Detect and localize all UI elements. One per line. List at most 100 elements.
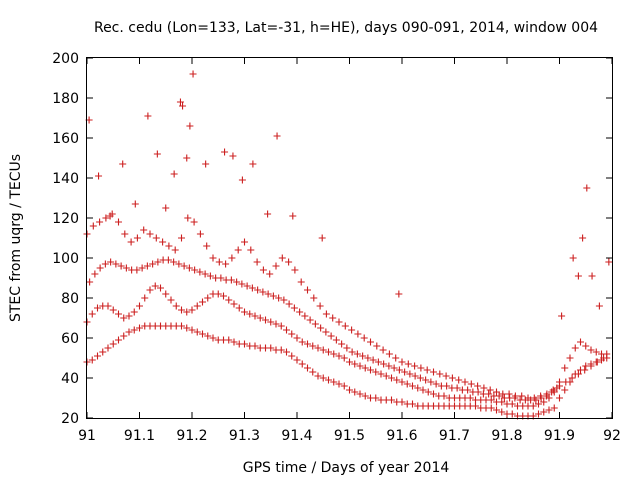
data-point-marker: [354, 330, 362, 338]
data-point-marker: [94, 352, 101, 360]
data-point-marker: [293, 356, 301, 364]
data-point-marker: [136, 302, 143, 310]
data-point-marker: [140, 226, 148, 234]
data-point-marker: [422, 376, 430, 384]
data-point-marker: [592, 348, 600, 356]
data-point-marker: [398, 358, 406, 366]
data-point-marker: [327, 332, 335, 340]
data-point-marker: [283, 326, 290, 334]
data-point-marker: [566, 354, 574, 362]
axis-ticks: 91 91.1 91.2 91.3 91.4 91.5 91.6 91.7 91.8 91.9 92…: [52, 51, 621, 444]
data-point-marker: [561, 364, 569, 372]
data-point-marker: [453, 384, 461, 392]
data-point-marker: [296, 308, 304, 316]
data-point-marker: [115, 310, 122, 318]
data-point-marker: [209, 254, 217, 262]
data-point-marker: [89, 222, 97, 230]
x-tick-label: 91.5: [334, 428, 365, 444]
data-point-marker: [143, 262, 151, 270]
data-point-marker: [217, 274, 225, 282]
x-axis-label: GPS time / Days of year 2014: [243, 460, 450, 476]
data-point-marker: [170, 170, 178, 178]
data-point-marker: [277, 322, 285, 330]
data-point-marker: [530, 394, 538, 402]
data-point-marker: [505, 390, 513, 398]
data-point-marker: [393, 376, 401, 384]
data-point-marker: [117, 262, 125, 270]
data-point-marker: [556, 382, 563, 390]
data-point-marker: [330, 378, 338, 386]
data-point-marker: [171, 246, 179, 254]
y-tick-label: 20: [61, 411, 79, 427]
data-point-marker: [311, 320, 319, 328]
data-point-marker: [193, 328, 201, 336]
data-point-marker: [309, 342, 317, 350]
data-point-marker: [537, 392, 545, 400]
data-point-marker: [165, 242, 173, 250]
data-point-marker: [561, 386, 569, 394]
data-point-marker: [330, 350, 338, 358]
data-point-marker: [401, 368, 409, 376]
data-point-marker: [329, 314, 337, 322]
data-point-marker: [404, 360, 412, 368]
data-point-marker: [540, 398, 548, 406]
data-point-marker: [120, 314, 128, 322]
data-point-marker: [605, 258, 613, 266]
data-point-marker: [164, 256, 172, 264]
data-point-marker: [191, 266, 199, 274]
data-point-marker: [189, 70, 197, 78]
data-point-marker: [411, 362, 419, 370]
data-point-marker: [277, 346, 285, 354]
data-point-marker: [543, 390, 551, 398]
y-tick-label: 80: [61, 291, 79, 307]
data-point-marker: [146, 286, 154, 294]
data-point-marker: [373, 342, 381, 350]
data-point-marker: [569, 254, 577, 262]
y-tick-label: 160: [52, 131, 79, 147]
data-point-marker: [269, 292, 277, 300]
data-point-marker: [487, 404, 495, 412]
data-point-marker: [361, 392, 369, 400]
data-point-marker: [196, 268, 204, 276]
data-point-marker: [385, 350, 393, 358]
data-point-marker: [535, 400, 542, 408]
y-tick-label: 120: [52, 211, 79, 227]
x-tick-label: 91.1: [124, 428, 155, 444]
data-point-marker: [316, 302, 324, 310]
data-point-marker: [112, 260, 120, 268]
data-point-marker: [280, 296, 288, 304]
data-point-marker: [94, 304, 101, 312]
data-point-marker: [99, 348, 107, 356]
data-point-marker: [214, 290, 222, 298]
data-point-marker: [235, 304, 243, 312]
data-point-marker: [372, 394, 380, 402]
data-point-marker: [314, 372, 322, 380]
data-point-marker: [183, 308, 191, 316]
data-point-marker: [524, 394, 532, 402]
y-tick-label: 200: [52, 51, 79, 67]
data-point-marker: [346, 386, 353, 394]
data-point-marker: [88, 310, 96, 318]
data-point-marker: [241, 238, 248, 246]
data-point-marker: [180, 262, 188, 270]
data-point-marker: [587, 362, 595, 370]
data-point-marker: [146, 230, 154, 238]
data-point-marker: [285, 258, 293, 266]
data-point-marker: [417, 364, 425, 372]
data-point-marker: [162, 290, 170, 298]
data-point-marker: [558, 312, 566, 320]
data-point-marker: [190, 218, 198, 226]
data-point-marker: [348, 348, 356, 356]
data-point-marker: [343, 344, 351, 352]
data-point-marker: [172, 302, 180, 310]
data-point-marker: [423, 366, 431, 374]
plot-frame: [86, 57, 613, 419]
x-tick-label: 91: [78, 428, 96, 444]
data-point-marker: [152, 234, 160, 242]
data-point-marker: [293, 334, 301, 342]
data-point-marker: [571, 344, 579, 352]
data-point-marker: [119, 160, 127, 168]
data-point-marker: [398, 378, 406, 386]
data-point-marker: [545, 406, 553, 414]
